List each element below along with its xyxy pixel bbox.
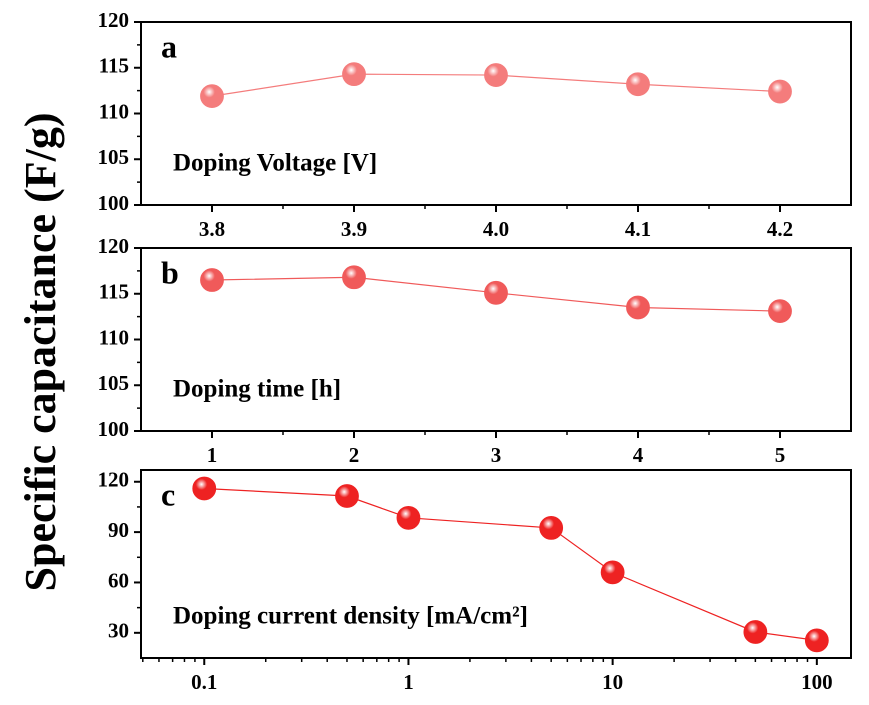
data-point bbox=[600, 560, 625, 585]
data-point bbox=[626, 295, 650, 320]
x-tick-label: 3 bbox=[491, 443, 502, 467]
x-tick-label: 1 bbox=[403, 670, 414, 694]
data-point bbox=[768, 79, 792, 104]
data-point bbox=[768, 299, 792, 324]
annotation: Doping time [h] bbox=[173, 376, 341, 403]
x-tick-label: 2 bbox=[349, 443, 360, 467]
plot-frame bbox=[140, 247, 852, 432]
y-tick-label: 115 bbox=[99, 280, 129, 304]
y-tick-label: 120 bbox=[98, 234, 130, 258]
y-tick-label: 100 bbox=[98, 417, 130, 441]
y-tick-label: 60 bbox=[108, 568, 129, 592]
data-point bbox=[200, 268, 224, 292]
data-point bbox=[342, 265, 366, 290]
data-point bbox=[200, 84, 224, 109]
data-point bbox=[743, 620, 768, 644]
x-tick-label: 3.9 bbox=[341, 217, 367, 241]
x-tick-label: 4.1 bbox=[625, 217, 651, 241]
y-tick-label: 110 bbox=[99, 325, 129, 349]
x-tick-label: 4.0 bbox=[483, 217, 509, 241]
y-axis-label: Specific capacitance (F/g) bbox=[16, 113, 65, 592]
y-tick-label: 115 bbox=[99, 54, 129, 78]
x-tick-label: 4.2 bbox=[767, 217, 793, 241]
data-point bbox=[335, 484, 359, 508]
data-point bbox=[484, 280, 508, 305]
y-tick-label: 120 bbox=[98, 468, 130, 492]
data-point bbox=[192, 476, 217, 501]
panel-label: c bbox=[161, 476, 175, 512]
panel-label: b bbox=[161, 254, 179, 290]
y-tick-label: 30 bbox=[108, 619, 129, 643]
x-tick-label: 3.8 bbox=[199, 217, 225, 241]
y-tick-label: 110 bbox=[99, 99, 129, 123]
plot-frame bbox=[140, 469, 852, 659]
y-tick-label: 105 bbox=[98, 145, 130, 169]
data-point bbox=[484, 63, 508, 87]
annotation: Doping Voltage [V] bbox=[173, 150, 377, 177]
data-point bbox=[626, 72, 650, 97]
y-tick-label: 120 bbox=[98, 8, 130, 32]
x-tick-label: 1 bbox=[207, 443, 218, 467]
x-tick-label: 4 bbox=[633, 443, 644, 467]
x-tick-label: 10 bbox=[602, 670, 623, 694]
y-tick-label: 105 bbox=[98, 371, 130, 395]
data-point bbox=[396, 505, 421, 530]
x-tick-label: 100 bbox=[801, 670, 833, 694]
y-tick-label: 100 bbox=[98, 191, 130, 215]
data-point bbox=[804, 628, 829, 653]
x-tick-label: 5 bbox=[775, 443, 786, 467]
panel-label: a bbox=[161, 28, 177, 64]
plot-frame bbox=[140, 21, 852, 206]
data-point bbox=[539, 516, 564, 540]
annotation: Doping current density [mA/cm²] bbox=[173, 603, 528, 630]
x-tick-label: 0.1 bbox=[191, 670, 217, 694]
data-point bbox=[342, 62, 366, 87]
y-tick-label: 90 bbox=[108, 518, 129, 542]
